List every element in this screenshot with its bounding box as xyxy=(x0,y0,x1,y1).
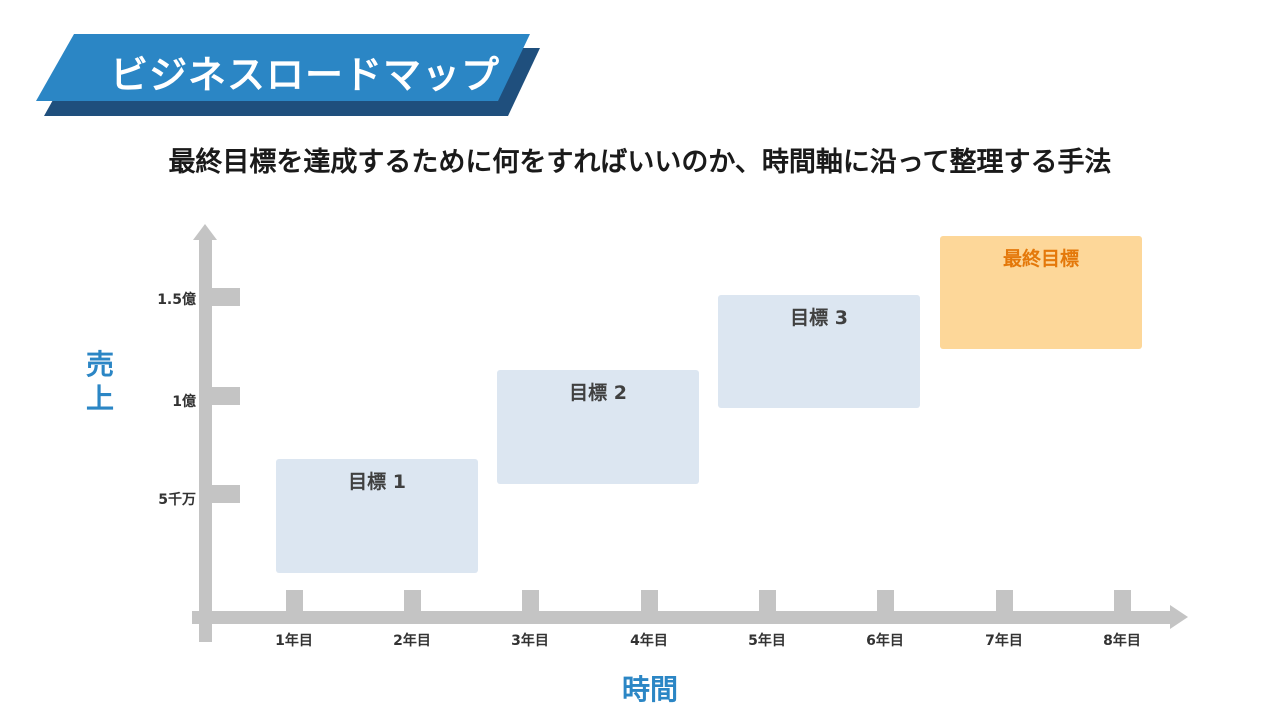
y-axis-label-char-2: 上 xyxy=(85,382,114,415)
page-subtitle: 最終目標を達成するために何をすればいいのか、時間軸に沿って整理する手法 xyxy=(168,147,1112,178)
x-axis-label: 時間 xyxy=(621,673,678,706)
x-tick-label-4: 4年目 xyxy=(630,633,668,649)
y-tick-label-1: 1億 xyxy=(172,394,196,410)
x-tick-3 xyxy=(522,590,539,611)
x-tick-label-7: 7年目 xyxy=(985,633,1023,649)
x-tick-4 xyxy=(641,590,658,611)
x-tick-1 xyxy=(286,590,303,611)
y-axis-label: 売 上 xyxy=(80,348,120,416)
y-tick-1-5 xyxy=(212,288,240,306)
goal-box-1: 目標 1 xyxy=(276,459,478,573)
goal-box-2: 目標 2 xyxy=(497,370,699,484)
x-tick-5 xyxy=(759,590,776,611)
y-tick-5000 xyxy=(212,485,240,503)
page-title: ビジネスロードマップ xyxy=(110,53,501,97)
title-banner xyxy=(36,34,540,116)
x-tick-label-5: 5年目 xyxy=(748,633,786,649)
final-goal-box: 最終目標 xyxy=(940,236,1142,349)
x-tick-label-1: 1年目 xyxy=(275,633,313,649)
x-tick-label-2: 2年目 xyxy=(393,633,431,649)
goal-label-1: 目標 1 xyxy=(348,471,406,493)
banner-front xyxy=(36,34,530,101)
goal-label-3: 目標 3 xyxy=(790,307,848,329)
x-tick-2 xyxy=(404,590,421,611)
goal-box-3: 目標 3 xyxy=(718,295,920,408)
x-tick-6 xyxy=(877,590,894,611)
x-tick-8 xyxy=(1114,590,1131,611)
x-tick-label-3: 3年目 xyxy=(511,633,549,649)
y-tick-1 xyxy=(212,387,240,405)
y-axis-arrow xyxy=(193,224,217,240)
y-tick-label-5000: 5千万 xyxy=(158,492,196,508)
x-axis-arrow xyxy=(1170,605,1188,629)
x-tick-label-6: 6年目 xyxy=(866,633,904,649)
final-goal-label: 最終目標 xyxy=(1002,248,1079,270)
y-axis-line xyxy=(199,238,212,642)
x-tick-7 xyxy=(996,590,1013,611)
x-axis-line xyxy=(192,611,1172,624)
goal-label-2: 目標 2 xyxy=(569,382,627,404)
x-tick-label-8: 8年目 xyxy=(1103,633,1141,649)
y-axis-label-char-1: 売 xyxy=(85,348,114,381)
y-tick-label-1-5: 1.5億 xyxy=(157,292,196,308)
